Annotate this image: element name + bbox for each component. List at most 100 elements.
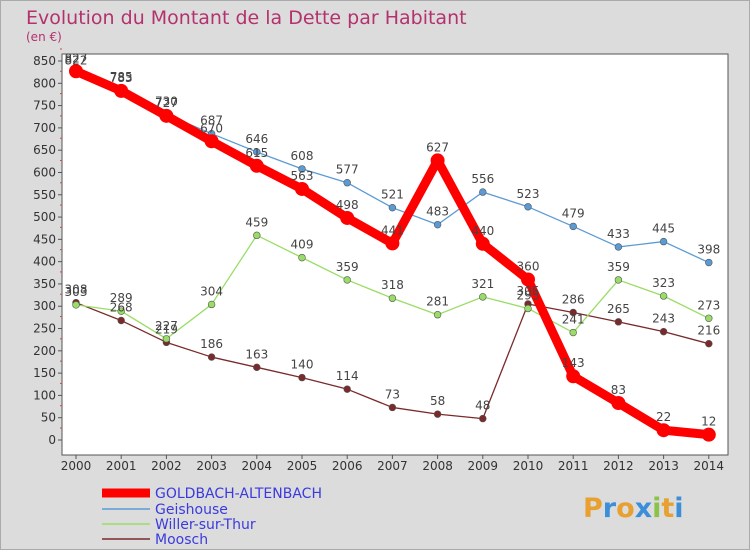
y-tick-label: 650 (33, 143, 56, 157)
logo-text: Proxiti (583, 493, 684, 524)
data-point (705, 339, 713, 348)
y-tick-label: 250 (33, 322, 56, 336)
data-label: 83 (611, 383, 626, 397)
data-label: 360 (517, 259, 540, 273)
data-point (433, 410, 442, 418)
y-tick-label: 800 (33, 76, 56, 90)
data-point (69, 64, 83, 79)
axes-layer: 0 50 100 150 200 250 300 350 400 450 500 550 600 650 7… (33, 48, 724, 473)
y-tick-label: 750 (33, 99, 56, 113)
x-tick-label: 2010 (513, 459, 544, 473)
data-point (611, 395, 626, 410)
x-tick-label: 2013 (648, 459, 679, 473)
data-label: 303 (65, 285, 88, 299)
data-label: 143 (562, 356, 585, 370)
y-tick-label: 0 (48, 433, 56, 447)
data-label: 822 (65, 53, 88, 67)
x-tick-label: 2005 (287, 459, 318, 473)
data-point (656, 423, 671, 438)
data-point (117, 307, 125, 315)
y-tick-label: 450 (33, 232, 56, 246)
data-label: 243 (652, 312, 675, 326)
data-point (385, 236, 400, 251)
data-point (207, 300, 216, 309)
data-label: 440 (471, 224, 494, 238)
data-label: 163 (245, 347, 268, 361)
data-point (430, 153, 445, 168)
data-point (343, 276, 351, 284)
x-tick-label: 2000 (61, 459, 92, 473)
data-point (162, 335, 171, 343)
x-tick-label: 2001 (106, 459, 137, 473)
data-label: 305 (517, 284, 540, 298)
data-point (253, 231, 261, 240)
data-label: 646 (245, 132, 268, 146)
data-label: 359 (607, 260, 630, 274)
y-tick-label: 550 (33, 188, 56, 202)
y-tick-label: 400 (33, 255, 56, 269)
data-point (433, 311, 442, 319)
data-point (295, 181, 309, 196)
data-label: 577 (336, 163, 359, 177)
data-label: 12 (701, 415, 716, 429)
data-label: 608 (291, 149, 314, 163)
data-point (340, 210, 355, 225)
data-label: 827 (65, 51, 88, 65)
data-point (569, 222, 577, 231)
data-point (72, 301, 80, 309)
data-label: 295 (517, 288, 540, 302)
data-label: 523 (517, 187, 540, 201)
data-label: 730 (155, 95, 178, 109)
series-layer (69, 64, 716, 442)
data-point (298, 253, 306, 262)
data-point (204, 134, 219, 149)
data-label: 22 (656, 410, 671, 424)
data-point (117, 316, 125, 325)
data-label: 563 (291, 169, 314, 183)
data-label: 556 (471, 172, 494, 186)
data-label: 140 (291, 358, 314, 372)
x-tick-label: 2009 (468, 459, 499, 473)
data-point (253, 148, 261, 156)
y-tick-label: 150 (33, 366, 56, 380)
data-label: 286 (562, 292, 585, 306)
data-point (343, 179, 351, 187)
data-label: 785 (110, 70, 133, 84)
data-label: 687 (200, 114, 223, 128)
chart-subtitle: (en €) (26, 30, 62, 44)
x-tick-label: 2008 (422, 459, 453, 473)
data-point (569, 328, 577, 337)
chart-title: Evolution du Montant de la Dette par Hab… (26, 7, 467, 29)
data-point (659, 292, 668, 300)
data-point (524, 203, 532, 211)
labels-layer: 827 783 727 670 615 563 498 441 627 440 360 143 83 22… (65, 51, 721, 428)
data-label: 670 (200, 121, 223, 135)
data-label: 281 (426, 295, 449, 309)
y-tick-label: 300 (33, 299, 56, 313)
x-tick-label: 2011 (558, 459, 589, 473)
data-label: 273 (697, 298, 720, 312)
data-point (388, 203, 397, 212)
data-point (475, 236, 490, 251)
data-point (614, 243, 623, 251)
legend-label: Geishouse (155, 502, 228, 518)
data-label: 459 (245, 215, 268, 229)
data-label: 73 (385, 387, 400, 401)
data-point (114, 83, 129, 98)
data-point (298, 373, 306, 382)
data-point (388, 294, 397, 302)
data-point (521, 272, 535, 287)
data-point (479, 293, 487, 301)
data-label: 219 (155, 322, 178, 336)
x-tick-label: 2006 (332, 459, 363, 473)
data-label: 445 (652, 222, 675, 236)
data-label: 433 (607, 227, 630, 241)
legend-label: Moosch (155, 532, 208, 548)
data-label: 359 (336, 260, 359, 274)
x-tick-label: 2003 (196, 459, 227, 473)
data-point (659, 237, 668, 246)
data-label: 114 (336, 369, 359, 383)
data-label: 321 (471, 277, 494, 291)
